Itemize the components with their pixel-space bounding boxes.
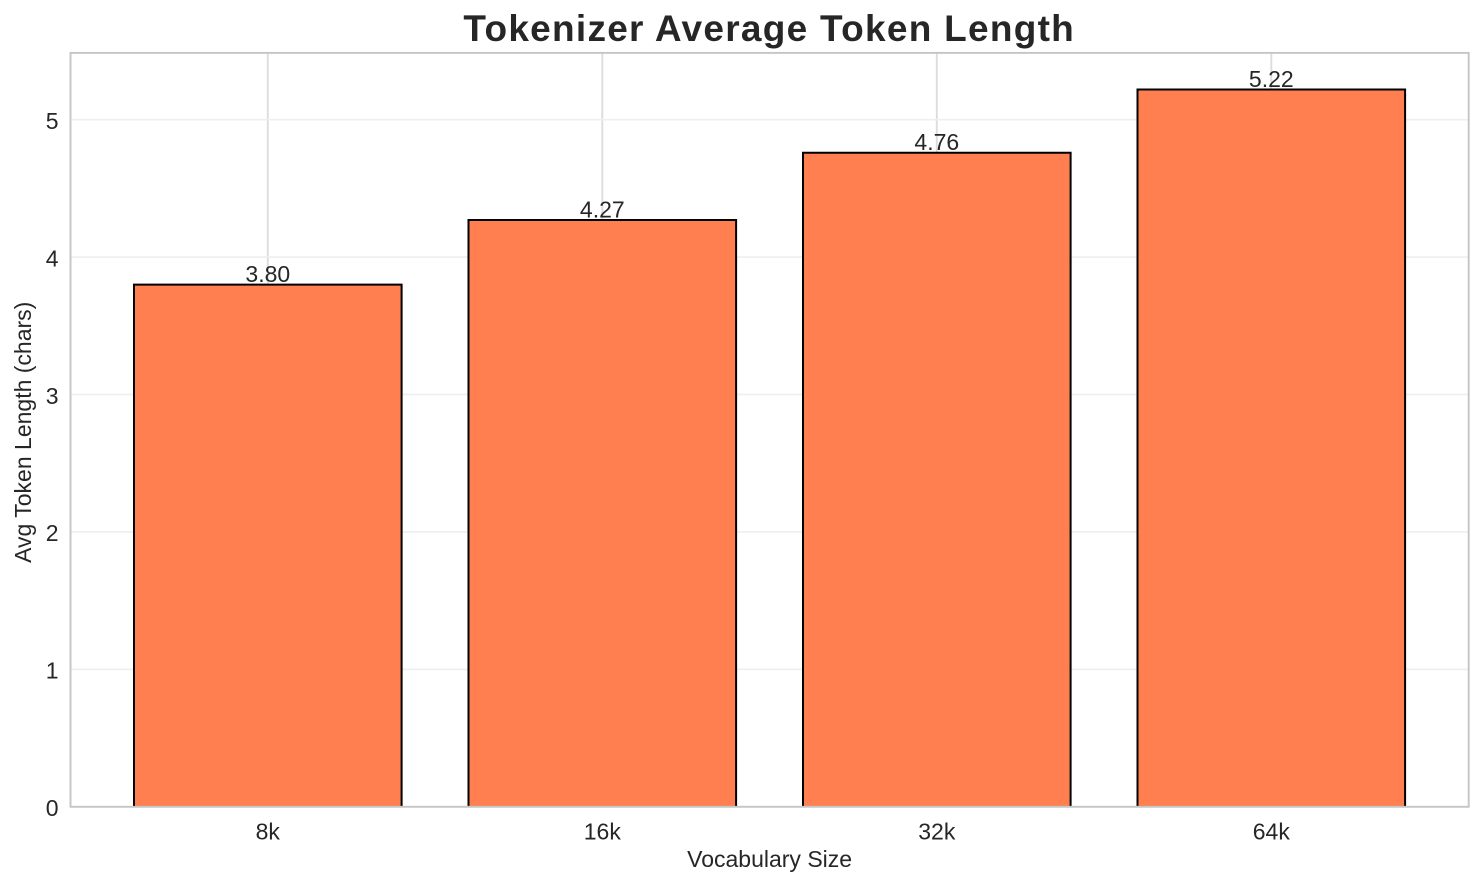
svg-text:64k: 64k <box>1253 818 1291 844</box>
svg-text:1: 1 <box>46 658 59 684</box>
svg-text:Tokenizer Average Token Length: Tokenizer Average Token Length <box>463 8 1075 49</box>
svg-text:4: 4 <box>46 245 59 271</box>
svg-text:2: 2 <box>46 520 59 546</box>
svg-text:3: 3 <box>46 383 59 409</box>
svg-text:3.80: 3.80 <box>245 261 290 287</box>
svg-text:Avg Token Length (chars): Avg Token Length (chars) <box>10 302 36 563</box>
svg-text:Vocabulary Size: Vocabulary Size <box>687 846 852 872</box>
svg-text:5.22: 5.22 <box>1249 66 1294 92</box>
svg-text:0: 0 <box>46 795 59 821</box>
svg-text:4.76: 4.76 <box>914 129 959 155</box>
svg-text:8k: 8k <box>256 818 281 844</box>
svg-text:16k: 16k <box>584 818 622 844</box>
svg-text:5: 5 <box>46 108 59 134</box>
svg-text:32k: 32k <box>918 818 956 844</box>
svg-text:4.27: 4.27 <box>580 196 625 222</box>
